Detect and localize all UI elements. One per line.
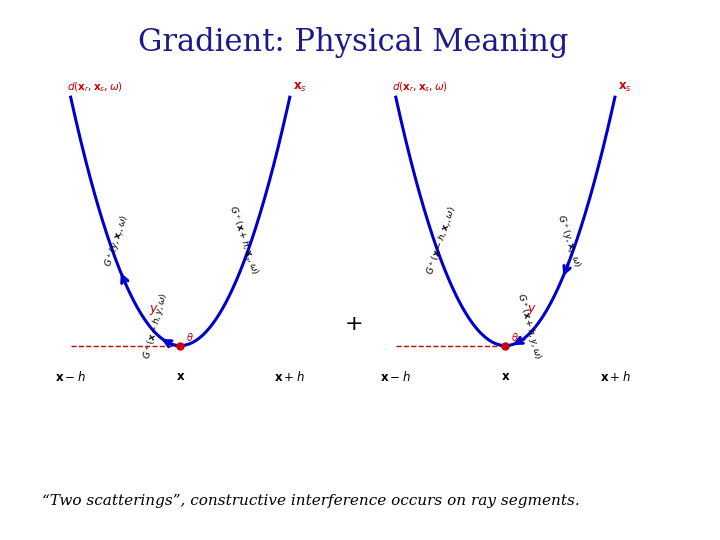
Text: $d(\mathbf{x}_r, \mathbf{x}_s, \omega)$: $d(\mathbf{x}_r, \mathbf{x}_s, \omega)$: [67, 81, 123, 94]
Text: $\mathbf{x}-h$: $\mathbf{x}-h$: [55, 370, 86, 384]
Text: $\mathbf{x}+h$: $\mathbf{x}+h$: [274, 370, 305, 384]
Text: $\mathbf{x}$: $\mathbf{x}$: [500, 370, 510, 383]
Text: $G^+(\mathbf{x}-h,\mathbf{x}_r,\omega)$: $G^+(\mathbf{x}-h,\mathbf{x}_r,\omega)$: [425, 205, 460, 277]
Text: $G^+(y,\mathbf{x}_r,\omega)$: $G^+(y,\mathbf{x}_r,\omega)$: [102, 213, 132, 269]
Text: $\mathbf{x}+h$: $\mathbf{x}+h$: [600, 370, 630, 384]
Text: $G^+(\mathbf{x}+h,\mathbf{x}_s,\omega)$: $G^+(\mathbf{x}+h,\mathbf{x}_s,\omega)$: [225, 204, 261, 277]
Text: “Two scatterings”, constructive interference occurs on ray segments.: “Two scatterings”, constructive interfer…: [42, 494, 580, 508]
Text: $\mathbf{x}-h$: $\mathbf{x}-h$: [380, 370, 411, 384]
Text: Gradient: Physical Meaning: Gradient: Physical Meaning: [138, 27, 569, 58]
Text: $G^+(y,\mathbf{x}_s,\omega)$: $G^+(y,\mathbf{x}_s,\omega)$: [553, 212, 583, 269]
Text: $\mathbf{x}_s$: $\mathbf{x}_s$: [618, 82, 632, 94]
Text: $\mathbf{x}$: $\mathbf{x}$: [176, 370, 185, 383]
Text: $G^+(\mathbf{x}+h,y,\omega)$: $G^+(\mathbf{x}+h,y,\omega)$: [513, 291, 544, 361]
Text: $d(\mathbf{x}_r, \mathbf{x}_s, \omega)$: $d(\mathbf{x}_r, \mathbf{x}_s, \omega)$: [392, 81, 449, 94]
Text: $\theta$: $\theta$: [186, 331, 194, 343]
Text: $+$: $+$: [344, 313, 362, 335]
Text: $\theta$: $\theta$: [511, 331, 519, 343]
Text: $y$: $y$: [149, 303, 159, 317]
Text: $\mathbf{x}_s$: $\mathbf{x}_s$: [293, 82, 307, 94]
Text: $y$: $y$: [526, 303, 536, 317]
Text: $G^+(\mathbf{x}-h,y,\omega)$: $G^+(\mathbf{x}-h,y,\omega)$: [141, 291, 172, 361]
